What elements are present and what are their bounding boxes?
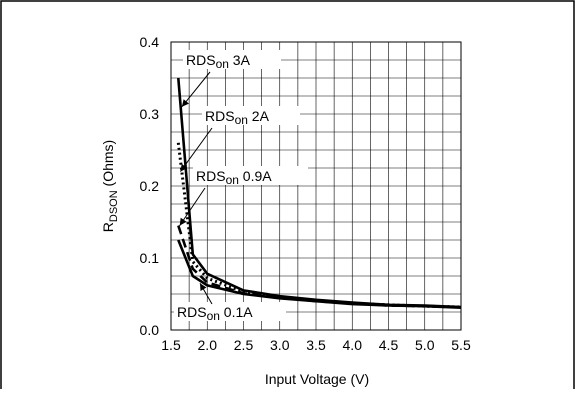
annotation-label-3: RDSon 0.1A [177,304,253,323]
series-layer [176,77,462,309]
annotation-label-main: RDS [186,52,216,68]
plot-area-border [170,41,462,331]
annotation-label-main: RDS [196,168,226,184]
x-tick-label: 2.0 [198,337,218,353]
annotation-label-main: RDS [205,108,235,124]
grid-layer [170,41,462,331]
y-tick-label: 0.0 [140,322,160,338]
x-tick-label: 4.0 [343,337,363,353]
x-tick-label: 2.5 [234,337,254,353]
annotation-label-rest: 2A [248,108,270,124]
y-tick-label: 0.2 [140,178,160,194]
annotation-arrowhead-0 [181,99,189,107]
annotation-label-2: RDSon 0.9A [196,168,272,187]
annotation-arrowhead-2 [179,217,187,226]
annotation-label-rest: 3A [229,52,251,68]
y-axis-title: RDSON (Ohms) [100,140,120,232]
annotation-label-sub: on [235,113,248,127]
annotation-leader-2 [179,187,206,226]
x-tick-label: 3.5 [306,337,326,353]
y-axis-title-main: R [100,222,116,232]
y-axis-title-rest: (Ohms) [100,140,116,191]
annotation-label-sub: on [226,173,239,187]
y-tick-label: 0.3 [140,106,160,122]
x-tick-label: 1.5 [161,337,181,353]
annotation-label-rest: 0.9A [239,168,272,184]
annotation-box-2 [193,166,308,185]
annotation-label-0: RDSon 3A [186,52,251,71]
y-axis-title-sub: DSON [108,190,120,222]
x-tick-label: 4.5 [379,337,399,353]
annotation-label-sub: on [216,57,229,71]
annotation-label-main: RDS [177,304,207,320]
series-line-3 [177,239,462,309]
annotation-label-1: RDSon 2A [205,108,270,127]
x-tick-label: 3.0 [270,337,290,353]
annotation-label-rest: 0.1A [220,304,253,320]
x-tick-label: 5.5 [451,337,471,353]
annotation-arrowhead-1 [180,163,188,172]
annotation-arrowhead-3 [200,283,207,291]
x-axis-title: Input Voltage (V) [265,371,369,387]
y-tick-label: 0.1 [140,250,160,266]
annotation-box-0 [183,50,281,69]
x-tick-label: 5.0 [415,337,435,353]
annotation-leader-0 [181,71,211,108]
annotation-box-1 [202,106,300,125]
y-tick-label: 0.4 [140,34,160,50]
annotation-box-3 [174,302,286,321]
tick-layer: 1.5 2.0 2.5 3.0 3.5 4.0 4.5 5.0 5.5 0.0 0.1 0.2 0.3 0… [140,34,471,353]
annotation-leader-1 [180,127,213,172]
annotation-label-sub: on [207,309,220,323]
